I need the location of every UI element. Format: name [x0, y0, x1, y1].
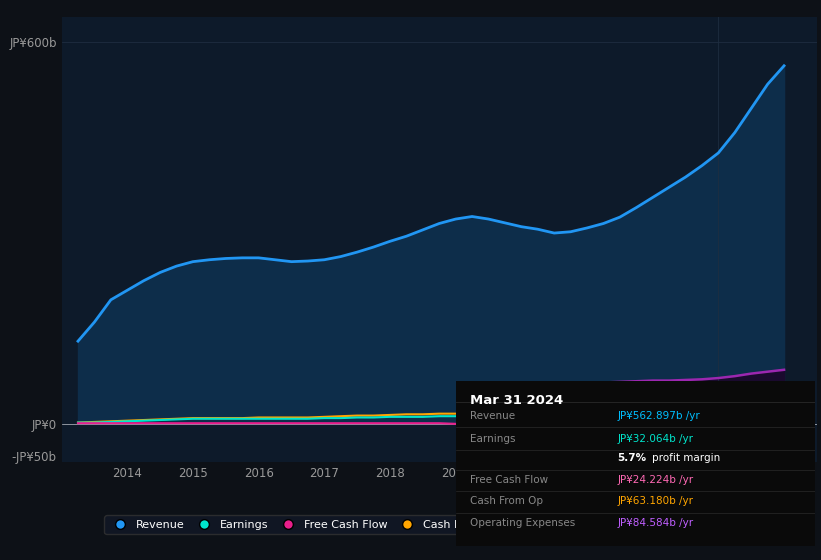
Text: JP¥63.180b /yr: JP¥63.180b /yr: [617, 496, 694, 506]
Text: JP¥84.584b /yr: JP¥84.584b /yr: [617, 518, 694, 528]
Legend: Revenue, Earnings, Free Cash Flow, Cash From Op, Operating Expenses: Revenue, Earnings, Free Cash Flow, Cash …: [104, 515, 654, 534]
Text: Earnings: Earnings: [470, 433, 516, 444]
Text: JP¥562.897b /yr: JP¥562.897b /yr: [617, 410, 700, 421]
Text: Free Cash Flow: Free Cash Flow: [470, 475, 548, 485]
Text: Revenue: Revenue: [470, 410, 515, 421]
Text: JP¥24.224b /yr: JP¥24.224b /yr: [617, 475, 694, 485]
Text: Cash From Op: Cash From Op: [470, 496, 543, 506]
Text: profit margin: profit margin: [652, 454, 720, 464]
Text: 5.7%: 5.7%: [617, 454, 647, 464]
Text: Mar 31 2024: Mar 31 2024: [470, 394, 563, 407]
Text: Operating Expenses: Operating Expenses: [470, 518, 576, 528]
Text: JP¥32.064b /yr: JP¥32.064b /yr: [617, 433, 694, 444]
